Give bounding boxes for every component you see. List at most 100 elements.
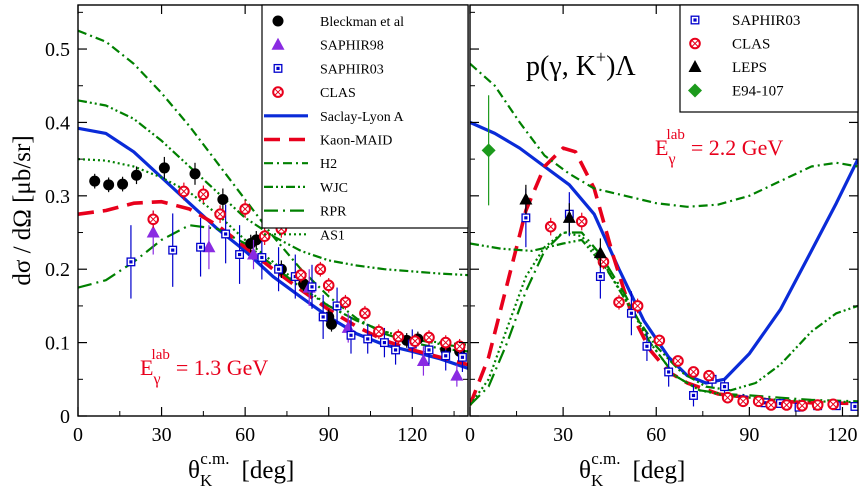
marker-cross-clas [260, 232, 269, 240]
curve-as1 [470, 231, 858, 406]
marker-square-dot-saphir03 [366, 337, 370, 341]
point-saphir03 [274, 247, 284, 292]
x-axis-sub: K [591, 471, 604, 490]
marker-square-dot-saphir03 [129, 260, 133, 264]
energy-sup: lab [152, 347, 170, 363]
x-axis-theta: θ [579, 457, 591, 484]
marker-cross-clas [274, 88, 282, 96]
marker-square-dot-saphir03 [393, 348, 398, 352]
marker-circle-bleckman-et-al [189, 168, 201, 180]
marker-triangle-saphir98 [416, 353, 430, 366]
energy-E: E [655, 135, 668, 160]
point-clas [575, 212, 588, 231]
marker-triangle-leps [688, 60, 702, 72]
point-clas [197, 185, 210, 204]
marker-square-dot-saphir03 [276, 66, 280, 70]
marker-triangle-saphir98 [247, 247, 260, 260]
point-saphir03 [689, 384, 698, 407]
marker-square-dot-saphir03 [598, 274, 602, 279]
curve-wjc [78, 99, 468, 277]
legend-label-h2: H2 [320, 157, 337, 172]
point-clas [214, 205, 226, 223]
point-clas [295, 267, 307, 283]
point-saphir03 [257, 235, 267, 280]
marker-square-dot-saphir03 [276, 267, 281, 271]
plot-area-left [78, 29, 468, 387]
curve-as1 [78, 158, 468, 346]
point-clas [811, 399, 824, 411]
x-axis-sub: K [200, 471, 213, 490]
marker-cross-clas [798, 401, 806, 410]
y-axis-label: dσ / dΩ [μb/sr] [9, 135, 36, 285]
x-axis-label: θKc.m. [deg] [188, 449, 294, 490]
marker-square-dot-saphir03 [763, 401, 767, 405]
marker-cross-clas [316, 265, 325, 273]
point-clas [796, 399, 808, 412]
marker-square-dot-saphir03 [382, 341, 387, 345]
legend-label-clas: CLAS [320, 86, 356, 101]
energy-E: E [140, 355, 153, 380]
point-saphir03 [664, 357, 674, 387]
marker-triangle-leps [519, 192, 533, 205]
marker-square-dot-saphir03 [171, 248, 175, 252]
point-saphir03 [235, 225, 245, 284]
point-saphir98 [416, 346, 430, 376]
point-clas [687, 366, 700, 378]
point-saphir98 [450, 364, 464, 387]
x-tick-label: 30 [152, 424, 172, 446]
y-tick-label: 0.2 [45, 259, 70, 281]
legend-left: Bleckman et al SAPHIR98 SAPHIR03 CLAS Saclay… [261, 4, 469, 243]
x-tick-label: 120 [827, 424, 857, 446]
marker-cross-clas [829, 400, 837, 409]
curve-rpr [78, 224, 468, 349]
point-clas [439, 335, 452, 350]
x-tick-label: 0 [73, 424, 83, 446]
x-axis-sup: c.m. [591, 449, 620, 468]
marker-circle-bleckman-et-al [89, 175, 101, 187]
marker-square-dot-saphir03 [853, 404, 857, 409]
point-clas [373, 324, 385, 339]
legend-label-e94-107: E94-107 [732, 84, 784, 100]
x-tick-label: 90 [319, 424, 339, 446]
marker-cross-clas [577, 217, 586, 226]
point-clas [314, 261, 327, 277]
marker-triangle-leps [562, 210, 576, 223]
marker-circle-bleckman-et-al [103, 179, 115, 191]
marker-square-dot-saphir03 [691, 393, 696, 398]
reaction-post: )Λ [606, 51, 636, 82]
point-saphir03 [850, 402, 858, 411]
point-bleckman-et-al [326, 316, 337, 332]
curve-saclay-lyon-a [78, 126, 468, 370]
marker-cross-clas [199, 190, 208, 199]
point-clas [392, 329, 405, 345]
marker-cross-clas [241, 205, 249, 213]
marker-cross-clas [691, 39, 699, 48]
legend-label-rpr: RPR [320, 205, 347, 220]
x-tick-label: 120 [397, 424, 427, 446]
point-bleckman-et-al [131, 166, 142, 185]
legend-item-as1: AS1 [264, 228, 345, 243]
legend-item-saphir03: SAPHIR03 [690, 13, 800, 29]
energy-annotation-left: Eγ lab = 1.3 GeV [140, 347, 268, 388]
plot-frame-right [469, 4, 859, 417]
legend-label-saphir98: SAPHIR98 [320, 39, 384, 54]
marker-cross-clas [180, 187, 188, 196]
legend-item-rpr: RPR [264, 205, 347, 220]
x-tick-label: 0 [465, 424, 475, 446]
point-clas [737, 395, 749, 408]
marker-square-dot-saphir03 [444, 354, 448, 358]
x-tick-label: 30 [553, 424, 573, 446]
point-clas [178, 182, 190, 201]
energy-sub: γ [152, 371, 160, 388]
legend-item-clas: CLAS [272, 86, 356, 101]
point-saphir03 [318, 294, 328, 339]
point-leps [593, 238, 607, 268]
legend-item-e94-107: E94-107 [688, 83, 784, 100]
legend-item-leps: LEPS [688, 60, 767, 76]
marker-circle-bleckman-et-al [117, 178, 129, 190]
point-saphir03 [168, 213, 178, 287]
point-leps [519, 184, 533, 215]
marker-square-dot-saphir03 [460, 355, 465, 359]
marker-square-dot-saphir03 [237, 252, 242, 257]
